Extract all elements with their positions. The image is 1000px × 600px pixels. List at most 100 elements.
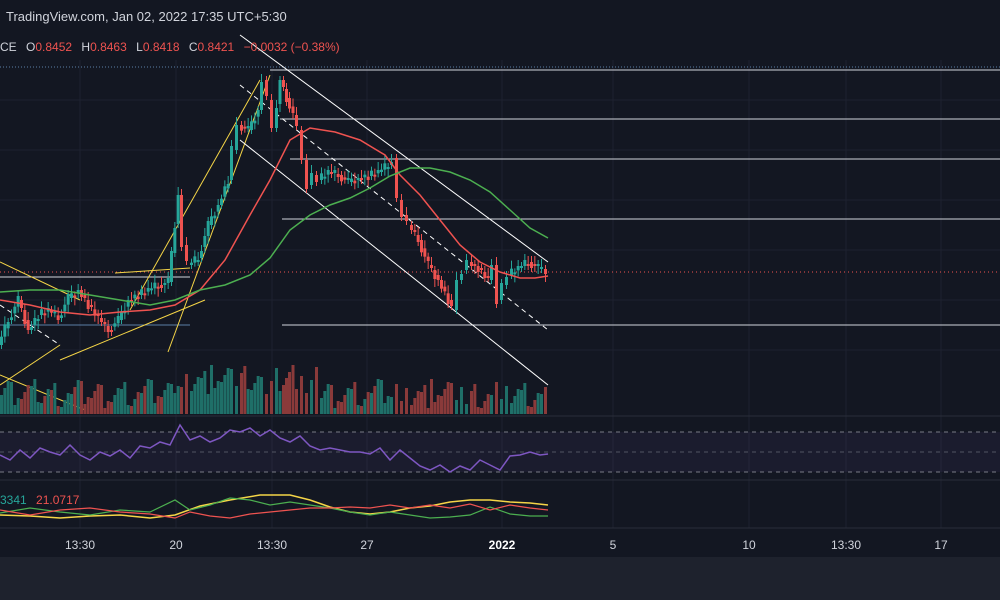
candle-body — [360, 178, 363, 180]
volume-bar — [513, 396, 517, 414]
candle-body — [216, 205, 220, 212]
volume-bar — [140, 393, 143, 414]
volume-bar — [23, 392, 27, 414]
candle-body — [73, 295, 77, 298]
volume-bar — [533, 400, 537, 414]
volume-bar — [282, 385, 285, 414]
time-label: 5 — [609, 538, 617, 552]
volume-bar — [386, 396, 390, 414]
volume-bar — [265, 394, 268, 414]
volume-bar — [120, 389, 123, 414]
moving-average-slow — [0, 167, 549, 306]
candle-body — [193, 256, 197, 263]
volume-bar — [113, 395, 117, 414]
candle-body — [420, 240, 423, 253]
volume-bar — [544, 387, 547, 414]
time-label: 10 — [742, 538, 756, 552]
volume-bar — [291, 365, 295, 414]
volume-bar — [416, 391, 420, 414]
candle-body — [376, 170, 380, 174]
volume-bar — [235, 386, 238, 414]
volume-bar — [476, 407, 480, 414]
volume-bar — [430, 379, 433, 414]
candle-body — [373, 174, 377, 177]
candle-body — [170, 251, 173, 282]
volume-bar — [246, 389, 250, 414]
candle-body — [326, 170, 330, 175]
candle-body — [513, 272, 517, 275]
volume-bar — [323, 391, 327, 414]
volume-bar — [256, 376, 260, 414]
candle-body — [133, 294, 137, 299]
candle-body — [315, 175, 318, 182]
volume-bar — [66, 393, 70, 414]
symbol-fragment[interactable]: CE — [0, 40, 17, 54]
candle-body — [436, 275, 440, 280]
candle-body — [185, 245, 188, 261]
candle-body — [480, 268, 483, 270]
time-label: 13:30 — [64, 538, 96, 552]
trendline-1[interactable] — [0, 261, 81, 301]
candle-body — [295, 115, 298, 126]
volume-bar — [350, 389, 353, 414]
volume-bar — [420, 392, 423, 414]
time-label: 13:30 — [256, 538, 288, 552]
volume-bar — [295, 389, 298, 414]
candle-body — [26, 320, 30, 330]
volume-bar — [426, 408, 430, 414]
volume-bar — [43, 396, 47, 414]
candle-body — [250, 121, 253, 130]
volume-bar — [333, 408, 337, 414]
candle-body — [213, 215, 217, 219]
candle-body — [310, 173, 313, 185]
candle-body — [103, 322, 107, 324]
volume-bar — [96, 384, 100, 414]
candle-body — [446, 293, 450, 304]
candle-body — [510, 268, 513, 275]
candle-body — [483, 272, 487, 278]
candle-body — [106, 326, 110, 332]
trendline-7[interactable] — [0, 344, 61, 386]
volume-bar — [156, 396, 160, 414]
time-label-year: 2022 — [488, 538, 516, 552]
candle-body — [210, 216, 213, 225]
volume-bar — [70, 394, 73, 414]
volume-bar — [370, 393, 373, 414]
volume-bar — [126, 405, 130, 414]
volume-bar — [253, 383, 257, 414]
candle-body — [536, 264, 540, 266]
candle-body — [223, 186, 227, 197]
time-label: 17 — [934, 538, 948, 552]
volume-bar — [13, 405, 17, 414]
candle-body — [426, 256, 430, 261]
candle-body — [333, 170, 337, 173]
candle-body — [160, 285, 163, 288]
low-label: L — [136, 40, 143, 54]
candle-body — [516, 266, 520, 271]
time-axis[interactable] — [0, 529, 1000, 557]
trendline-6[interactable] — [129, 79, 261, 311]
candle-body — [246, 126, 250, 129]
volume-bar — [343, 395, 347, 414]
candle-body — [235, 125, 238, 150]
volume-bar — [160, 397, 163, 414]
channel-upper[interactable] — [239, 34, 549, 263]
volume-bar — [356, 405, 360, 414]
volume-bar — [340, 402, 343, 414]
candle-body — [383, 163, 387, 170]
candle-body — [520, 266, 523, 268]
channel-left-dashed[interactable] — [0, 304, 61, 346]
candle-body — [330, 172, 333, 174]
time-label: 13:30 — [830, 538, 862, 552]
candle-body — [282, 80, 285, 87]
trendline-5[interactable] — [167, 74, 271, 353]
candle-body — [120, 311, 123, 320]
volume-bar — [240, 373, 243, 414]
candle-body — [90, 305, 93, 307]
volume-bar — [330, 385, 333, 414]
trendline-3[interactable] — [59, 299, 206, 361]
channel-lower[interactable] — [239, 139, 549, 386]
candle-body — [544, 269, 547, 274]
volume-bar — [490, 395, 493, 414]
